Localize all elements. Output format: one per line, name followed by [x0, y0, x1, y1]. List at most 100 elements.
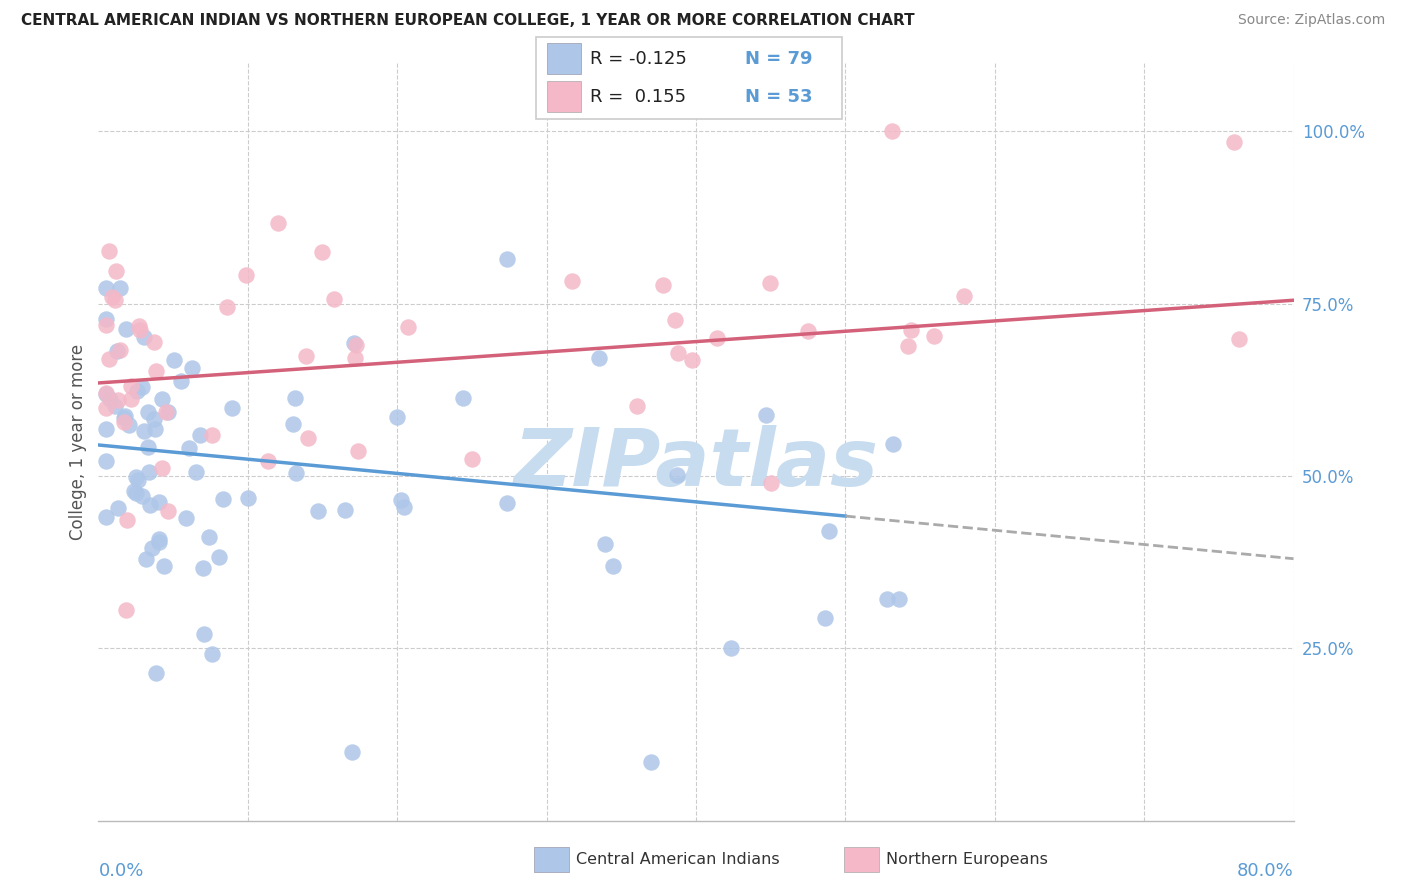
Point	[155, 405, 177, 419]
Point	[112, 415, 135, 429]
Point	[496, 496, 519, 510]
Point	[952, 289, 974, 303]
Point	[94, 312, 117, 326]
Point	[98, 352, 121, 367]
Text: 80.0%: 80.0%	[1237, 863, 1294, 880]
Point	[107, 500, 129, 515]
Point	[105, 263, 128, 277]
Point	[114, 409, 136, 423]
Point	[201, 427, 224, 442]
Point	[211, 492, 233, 507]
Point	[150, 461, 173, 475]
Point	[389, 493, 412, 508]
Point	[626, 399, 648, 413]
Point	[156, 504, 179, 518]
Point	[922, 329, 945, 343]
Point	[342, 745, 364, 759]
Point	[343, 351, 366, 366]
Point	[394, 500, 416, 514]
Point	[755, 408, 778, 422]
Point	[139, 499, 162, 513]
Text: R = -0.125: R = -0.125	[591, 50, 688, 68]
Point	[236, 491, 259, 505]
Point	[152, 559, 174, 574]
Point	[198, 530, 221, 544]
Point	[120, 378, 142, 392]
Point	[94, 386, 117, 401]
Point	[180, 360, 202, 375]
Point	[104, 293, 127, 308]
Point	[132, 424, 155, 438]
Point	[640, 755, 662, 769]
Point	[281, 417, 304, 431]
Point	[201, 647, 224, 661]
Point	[188, 427, 211, 442]
Point	[208, 550, 231, 565]
Point	[307, 504, 329, 518]
Point	[128, 319, 150, 334]
Y-axis label: College, 1 year or more: College, 1 year or more	[69, 343, 87, 540]
Point	[117, 512, 139, 526]
Point	[887, 591, 910, 606]
Point	[496, 252, 519, 267]
Point	[720, 641, 742, 656]
Point	[94, 401, 117, 415]
Bar	[547, 81, 581, 112]
Text: N = 53: N = 53	[745, 87, 813, 105]
Point	[602, 559, 624, 574]
Point	[157, 405, 180, 419]
Point	[150, 392, 173, 406]
Point	[322, 292, 344, 306]
Point	[125, 470, 148, 484]
Point	[681, 353, 703, 368]
Point	[561, 274, 583, 288]
Point	[131, 379, 153, 393]
Point	[132, 330, 155, 344]
Point	[297, 431, 319, 445]
Point	[127, 473, 149, 487]
Point	[135, 552, 157, 566]
Point	[148, 532, 170, 546]
Point	[107, 392, 129, 407]
Text: R =  0.155: R = 0.155	[591, 87, 686, 105]
Point	[256, 454, 278, 468]
Text: Central American Indians: Central American Indians	[576, 853, 780, 867]
Text: ZIPatlas: ZIPatlas	[513, 425, 879, 503]
Point	[176, 510, 198, 524]
Point	[191, 561, 214, 575]
Point	[143, 334, 166, 349]
Point	[115, 322, 138, 336]
Point	[284, 391, 307, 405]
Point	[876, 592, 898, 607]
Point	[118, 418, 141, 433]
Point	[588, 351, 610, 365]
Text: Source: ZipAtlas.com: Source: ZipAtlas.com	[1237, 13, 1385, 28]
Point	[94, 385, 117, 400]
Point	[284, 467, 307, 481]
Point	[148, 494, 170, 508]
Point	[333, 503, 356, 517]
Point	[666, 346, 689, 360]
Point	[451, 391, 474, 405]
Point	[98, 392, 121, 407]
Point	[343, 335, 366, 350]
Point	[759, 475, 782, 490]
Point	[112, 411, 135, 425]
Point	[651, 278, 673, 293]
Point	[347, 444, 370, 458]
Point	[94, 453, 117, 467]
Point	[125, 384, 148, 398]
Point	[186, 465, 208, 479]
Point	[163, 353, 186, 368]
Point	[148, 535, 170, 549]
Point	[311, 244, 333, 259]
Point	[120, 392, 142, 407]
Point	[759, 276, 782, 290]
Point	[179, 442, 201, 456]
Point	[136, 440, 159, 454]
Point	[235, 268, 257, 282]
Point	[398, 320, 420, 334]
Point	[108, 343, 131, 358]
Point	[115, 603, 138, 617]
Point	[122, 484, 145, 499]
